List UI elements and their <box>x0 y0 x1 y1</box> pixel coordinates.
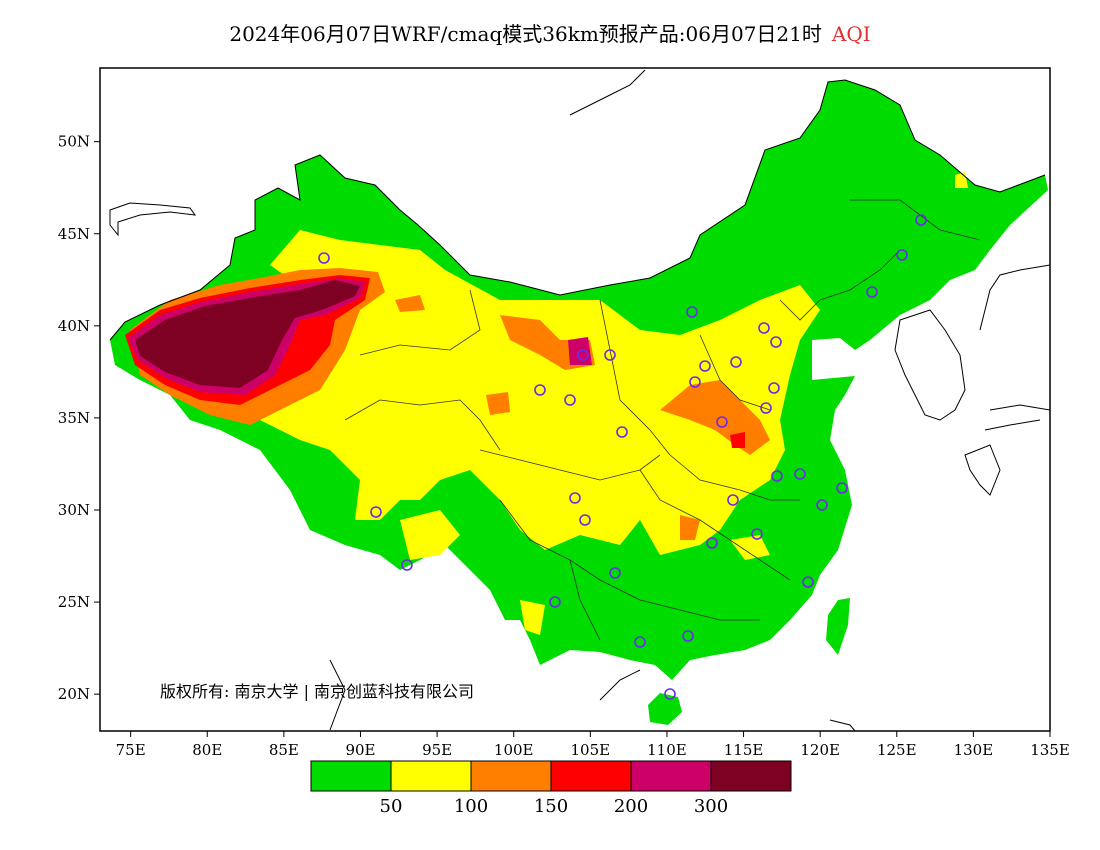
city-marker <box>616 426 628 438</box>
city-marker <box>401 559 413 571</box>
city-marker <box>802 576 814 588</box>
city-marker <box>577 349 589 361</box>
x-tick-label: 75E <box>116 741 146 759</box>
city-marker <box>716 416 728 428</box>
legend-label: 100 <box>454 796 488 817</box>
city-marker <box>706 537 718 549</box>
title-text: 2024年06月07日WRF/cmaq模式36km预报产品:06月07日21时 <box>229 22 822 46</box>
x-tick-label: 85E <box>269 741 299 759</box>
x-tick-label: 135E <box>1030 741 1070 759</box>
y-tick-label: 40N <box>58 317 90 335</box>
city-marker <box>549 596 561 608</box>
legend-swatch <box>710 760 792 792</box>
y-tick-label: 25N <box>58 593 90 611</box>
legend-label: 150 <box>534 796 568 817</box>
x-tick-label: 125E <box>877 741 917 759</box>
city-marker <box>836 482 848 494</box>
legend-label: 50 <box>380 796 403 817</box>
x-axis: 75E 80E 85E 90E 95E 100E 105E 110E 115E 120E 125E 1… <box>116 731 1070 759</box>
color-legend: 50 100 150 200 300 <box>310 760 792 817</box>
city-marker <box>866 286 878 298</box>
city-marker <box>915 214 927 226</box>
legend-swatch <box>630 760 712 792</box>
y-tick-label: 35N <box>58 409 90 427</box>
copyright-text: 版权所有: 南京大学 | 南京创蓝科技有限公司 <box>160 682 474 701</box>
maroon-region <box>135 280 360 388</box>
city-marker <box>751 528 763 540</box>
x-tick-label: 120E <box>800 741 840 759</box>
city-marker <box>896 249 908 261</box>
map-title: 2024年06月07日WRF/cmaq模式36km预报产品:06月07日21时 A… <box>0 18 1100 47</box>
city-marker <box>564 394 576 406</box>
city-marker <box>569 492 581 504</box>
city-marker <box>609 567 621 579</box>
hainan-island <box>648 693 682 725</box>
province-boundaries <box>344 199 981 641</box>
city-marker <box>816 499 828 511</box>
city-marker <box>664 688 676 700</box>
legend-label: 300 <box>694 796 728 817</box>
city-marker <box>682 630 694 642</box>
variable-label: AQI <box>831 22 871 46</box>
city-marker <box>689 376 701 388</box>
x-tick-label: 95E <box>422 741 452 759</box>
city-markers <box>318 214 927 700</box>
legend-swatch <box>390 760 472 792</box>
x-tick-label: 100E <box>494 741 534 759</box>
legend-label: 200 <box>614 796 648 817</box>
legend-labels: 50 100 150 200 300 <box>380 796 729 817</box>
y-tick-label: 50N <box>58 133 90 151</box>
legend-swatch <box>550 760 632 792</box>
map-frame <box>99 67 1051 732</box>
taiwan-island <box>826 598 850 655</box>
city-marker <box>770 336 782 348</box>
city-marker <box>768 382 780 394</box>
city-marker <box>760 402 772 414</box>
city-marker <box>604 349 616 361</box>
city-marker <box>727 494 739 506</box>
x-tick-label: 80E <box>192 741 222 759</box>
legend-swatch <box>470 760 552 792</box>
x-tick-label: 115E <box>724 741 764 759</box>
aqi-field: 版权所有: 南京大学 | 南京创蓝科技有限公司 <box>109 69 1050 731</box>
city-marker <box>730 356 742 368</box>
city-marker <box>370 506 382 518</box>
legend-boxes <box>310 760 792 792</box>
y-tick-label: 30N <box>58 501 90 519</box>
city-marker <box>699 360 711 372</box>
china-border <box>109 79 1046 341</box>
x-tick-label: 110E <box>647 741 687 759</box>
y-axis: 50N 45N 40N 35N 30N 25N 20N <box>58 133 100 703</box>
y-tick-label: 20N <box>58 685 90 703</box>
x-tick-label: 130E <box>954 741 994 759</box>
city-marker <box>318 252 330 264</box>
x-tick-label: 90E <box>345 741 375 759</box>
city-marker <box>758 322 770 334</box>
city-marker <box>534 384 546 396</box>
city-marker <box>579 514 591 526</box>
coastlines <box>109 69 1050 731</box>
city-marker <box>634 636 646 648</box>
city-marker <box>686 306 698 318</box>
legend-swatch <box>310 760 392 792</box>
y-tick-label: 45N <box>58 225 90 243</box>
x-tick-label: 105E <box>571 741 611 759</box>
city-marker <box>794 468 806 480</box>
city-marker <box>771 470 783 482</box>
